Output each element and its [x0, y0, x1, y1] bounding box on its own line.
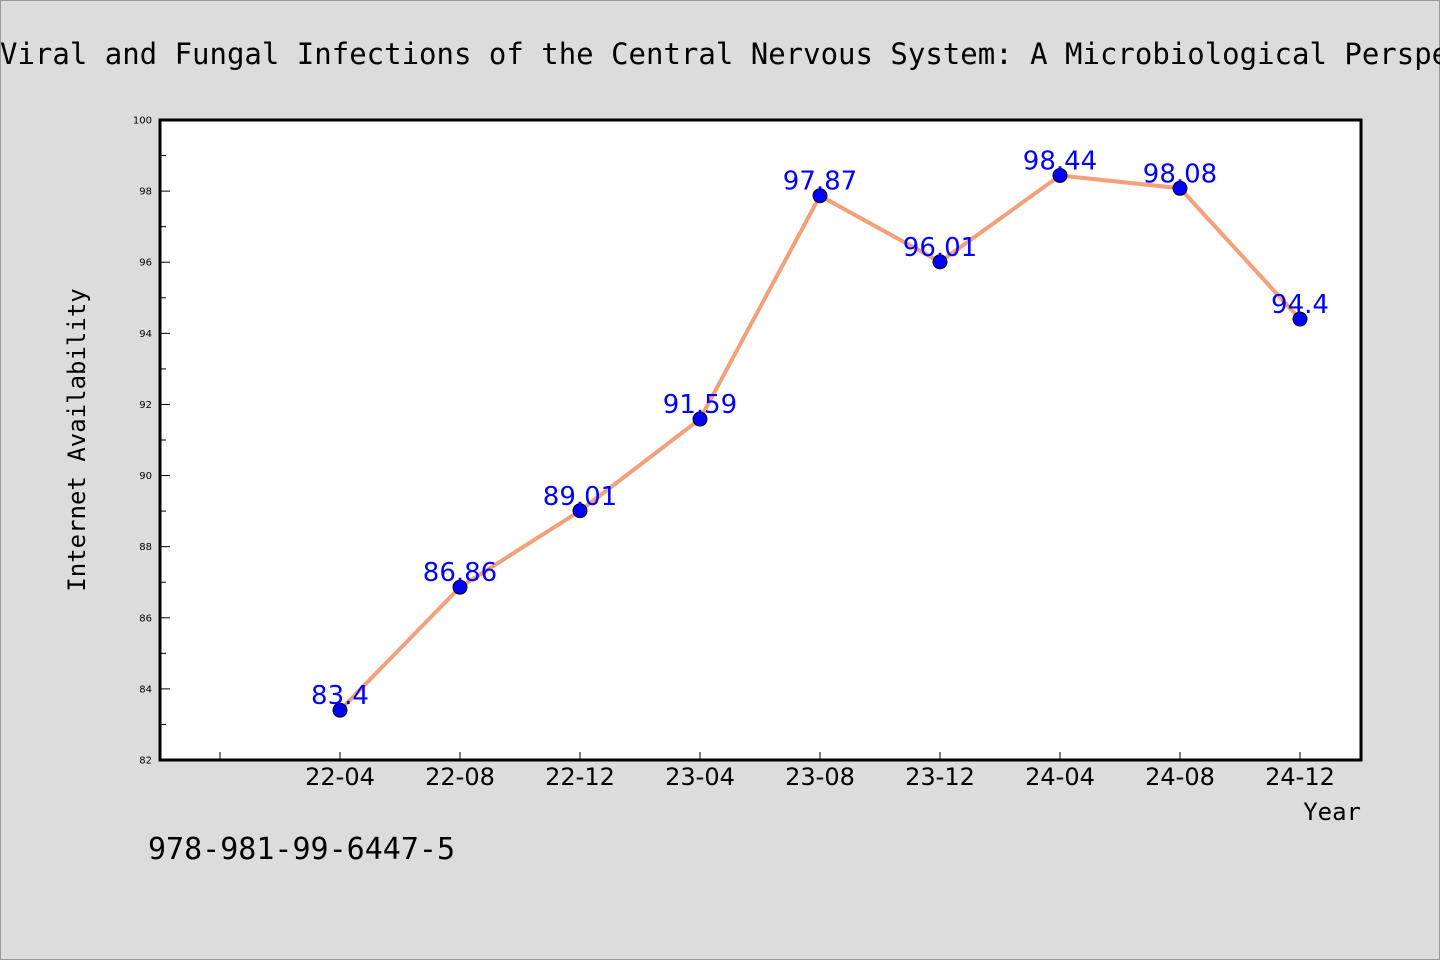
x-axis-label: Year — [1303, 798, 1361, 826]
data-point — [1172, 180, 1188, 196]
data-point — [452, 579, 468, 595]
y-axis-label: Internet Availability — [63, 288, 91, 591]
data-label: 83.4 — [311, 681, 369, 711]
data-label: 97.87 — [783, 167, 857, 197]
data-point — [812, 188, 828, 204]
x-tick-label: 24-08 — [1145, 763, 1215, 791]
plot-area — [160, 120, 1361, 760]
y-tick-label: 98 — [139, 187, 152, 198]
data-label: 89.01 — [543, 482, 617, 512]
data-point — [332, 702, 348, 718]
y-tick-label: 92 — [139, 400, 152, 411]
data-point — [692, 411, 708, 427]
x-tick-label: 23-04 — [665, 763, 735, 791]
chart-title: Viral and Fungal Infections of the Centr… — [0, 37, 1440, 71]
x-tick-label: 22-12 — [545, 763, 615, 791]
data-label: 96.01 — [903, 233, 977, 263]
x-tick-label: 24-04 — [1025, 763, 1095, 791]
data-point — [932, 254, 948, 270]
data-label: 98.44 — [1023, 146, 1097, 176]
y-tick-label: 86 — [139, 613, 152, 624]
y-tick-label: 84 — [139, 684, 152, 695]
y-tick-label: 100 — [133, 116, 152, 127]
data-point — [1052, 167, 1068, 183]
x-tick-label: 22-04 — [305, 763, 375, 791]
x-tick-label: 24-12 — [1265, 763, 1335, 791]
x-tick-label: 23-08 — [785, 763, 855, 791]
x-tick-label: 22-08 — [425, 763, 495, 791]
data-label: 98.08 — [1143, 159, 1217, 189]
y-tick-label: 94 — [139, 329, 152, 340]
data-label: 94.4 — [1271, 290, 1329, 320]
y-tick-label: 82 — [139, 756, 152, 767]
data-point — [1292, 311, 1308, 327]
isbn-text: 978-981-99-6447-5 — [148, 832, 456, 867]
plot-frame — [158, 118, 1363, 762]
data-label: 86.86 — [423, 558, 497, 588]
y-tick-label: 88 — [139, 542, 152, 553]
data-label: 91.59 — [663, 390, 737, 420]
data-point — [572, 503, 588, 519]
y-tick-label: 90 — [139, 471, 152, 482]
y-tick-label: 96 — [139, 258, 152, 269]
x-tick-label: 23-12 — [905, 763, 975, 791]
